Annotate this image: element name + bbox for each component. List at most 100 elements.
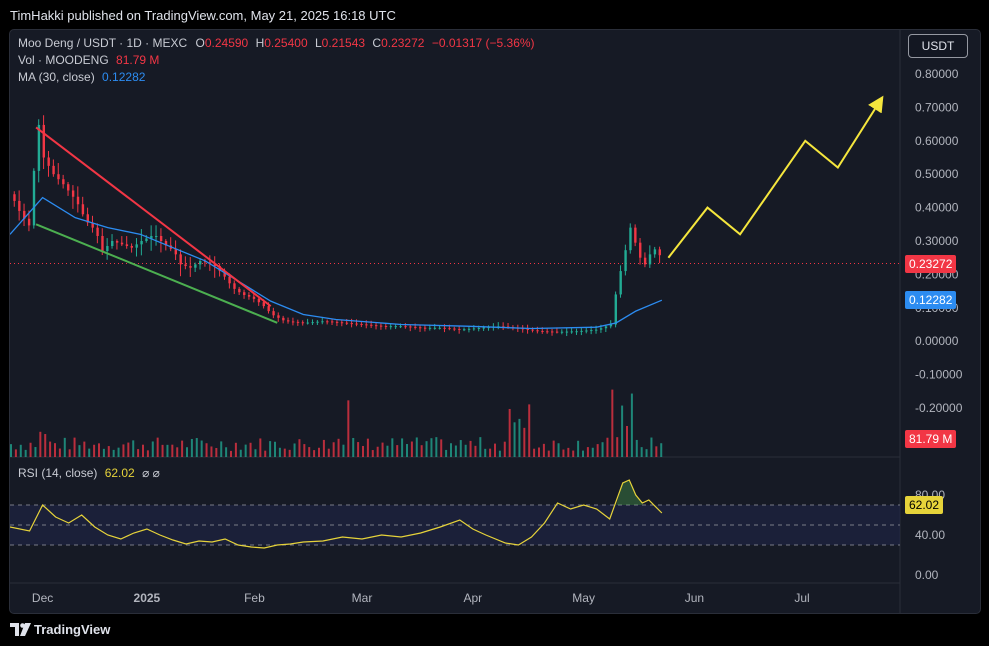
candle-body <box>648 254 652 265</box>
volume-bar <box>166 444 169 457</box>
candle-body <box>311 322 314 324</box>
candle-body <box>433 327 437 329</box>
volume-bar <box>450 443 452 457</box>
open-value: 0.24590 <box>204 36 249 50</box>
time-tick-label: Jul <box>794 591 809 605</box>
volume-bar <box>10 444 12 457</box>
volume-bar <box>601 442 604 457</box>
volume-bar <box>190 438 193 457</box>
volume-bar <box>401 438 404 457</box>
volume-bar <box>415 437 418 457</box>
candle-body <box>458 328 461 330</box>
candle-body <box>624 250 627 272</box>
ma-price-tag: 0.12282 <box>905 291 957 309</box>
candle-body <box>384 326 388 328</box>
candle-body <box>423 327 427 329</box>
volume-label[interactable]: Vol · MOODENG <box>18 53 109 67</box>
volume-bar <box>440 439 443 457</box>
volume-bar <box>445 449 448 457</box>
candle-body <box>643 257 647 265</box>
rsi-tag: 62.02 <box>905 496 944 514</box>
volume-bar <box>660 443 663 457</box>
candle-body <box>653 249 657 255</box>
volume-bar <box>293 443 296 457</box>
volume-bar <box>596 444 599 457</box>
price-tick-label: 0.50000 <box>915 167 959 181</box>
volume-bar <box>577 440 580 457</box>
volume-bar <box>313 450 316 457</box>
candle-body <box>419 327 422 329</box>
volume-bar <box>518 418 521 457</box>
candle-body <box>287 320 290 322</box>
volume-bar <box>528 404 531 457</box>
rsi-overbought-fill <box>616 480 643 505</box>
chart-frame[interactable]: 0.80000 0.70000 0.60000 0.50000 0.40000 0.300… <box>9 29 981 614</box>
volume-bar <box>220 441 223 457</box>
volume-bar <box>93 444 96 457</box>
volume-bar <box>523 427 526 457</box>
candle-body <box>23 210 26 219</box>
candle-body <box>536 330 539 332</box>
time-tick-label: Dec <box>32 591 53 605</box>
candle-body <box>13 194 16 201</box>
candle-body <box>453 328 456 330</box>
volume-bar <box>83 441 86 457</box>
volume-bar <box>606 437 609 457</box>
candle-body <box>238 288 241 293</box>
volume-bar <box>156 437 159 457</box>
candle-body <box>531 329 534 331</box>
rsi-label[interactable]: RSI (14, close) <box>18 466 98 480</box>
volume-bar <box>635 439 638 457</box>
candle-body <box>91 222 94 228</box>
last-price-tag: 0.23272 <box>905 255 957 273</box>
time-tick-label: May <box>572 591 595 605</box>
rsi-value: 62.02 <box>104 466 135 480</box>
chart-canvas[interactable]: 0.80000 0.70000 0.60000 0.50000 0.40000 0.300… <box>10 30 980 613</box>
candle-body <box>565 331 569 333</box>
candle-body <box>580 330 583 332</box>
candle-body <box>125 244 129 247</box>
candle-body <box>443 327 446 329</box>
volume-bar <box>137 449 140 457</box>
volume-bar <box>650 437 653 457</box>
volume-bar <box>562 449 565 457</box>
candle-body <box>614 294 617 325</box>
volume-legend: Vol · MOODENG 81.79 M <box>18 53 159 67</box>
candle-body <box>350 323 353 325</box>
candle-body <box>604 326 608 329</box>
candle-body <box>199 261 202 265</box>
tradingview-brand[interactable]: TradingView <box>34 622 111 637</box>
volume-bar <box>626 425 628 457</box>
volume-bar <box>254 449 257 457</box>
volume-bar <box>533 448 536 457</box>
candle-body <box>189 266 192 268</box>
symbol-title[interactable]: Moo Deng / USDT · 1D · MEXC <box>18 36 188 50</box>
rsi-band <box>10 505 900 545</box>
candle-body <box>145 238 148 241</box>
volume-bar <box>347 400 350 457</box>
volume-bar <box>264 450 267 457</box>
volume-bar <box>591 447 594 457</box>
volume-bar <box>318 447 320 457</box>
volume-tag: 81.79 M <box>905 430 957 448</box>
volume-bar <box>371 450 374 457</box>
volume-bar <box>645 449 648 457</box>
candle-body <box>243 292 246 295</box>
volume-bar <box>278 447 281 457</box>
candle-body <box>331 321 334 323</box>
volume-bar <box>146 450 149 457</box>
volume-bar <box>259 438 262 457</box>
ma-label[interactable]: MA (30, close) <box>18 70 95 84</box>
tradingview-logo-icon[interactable] <box>10 623 32 637</box>
price-tick-label: 0.80000 <box>915 67 959 81</box>
price-tick-label: 0.00000 <box>915 334 959 348</box>
candle-body <box>340 322 344 324</box>
volume-bar <box>376 446 379 457</box>
volume-bar <box>24 449 27 457</box>
candle-body <box>208 262 212 264</box>
volume-bar <box>332 442 335 457</box>
currency-button[interactable]: USDT <box>908 34 968 58</box>
volume-bar <box>337 438 340 457</box>
candle-body <box>150 235 153 239</box>
candle-body <box>414 326 417 328</box>
